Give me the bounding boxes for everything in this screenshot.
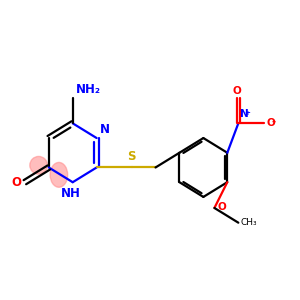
- Text: CH₃: CH₃: [240, 218, 257, 227]
- Text: N: N: [99, 123, 110, 136]
- Text: NH₂: NH₂: [76, 83, 100, 96]
- Text: O: O: [217, 202, 226, 212]
- Text: O: O: [11, 176, 21, 189]
- Text: O: O: [232, 86, 241, 96]
- Text: N: N: [240, 109, 249, 119]
- Text: S: S: [127, 150, 136, 163]
- Text: -: -: [272, 117, 276, 127]
- Text: +: +: [244, 110, 250, 116]
- Text: NH: NH: [61, 187, 81, 200]
- Ellipse shape: [50, 162, 68, 187]
- Circle shape: [30, 156, 47, 174]
- Text: O: O: [267, 118, 276, 128]
